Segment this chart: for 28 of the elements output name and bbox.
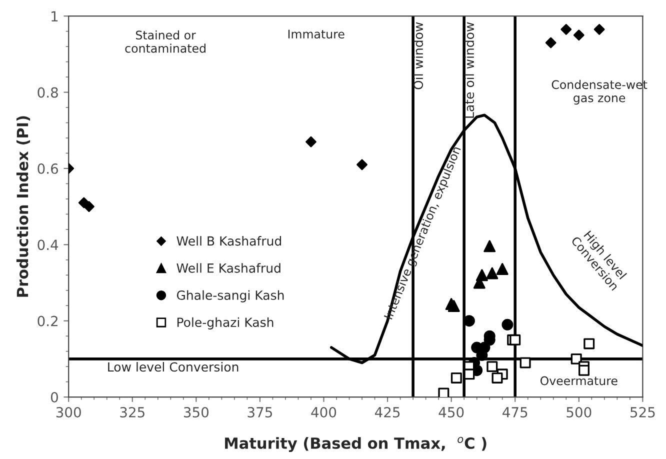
x-tick-label: 400 (311, 407, 336, 418)
x-axis-title: Maturity (Based on Tmax, $^{o}$C ) (225, 436, 486, 452)
x-tick-label: 300 (56, 407, 81, 418)
x-tick-label: 475 (502, 407, 528, 418)
annotation: Stained or contaminated (125, 30, 206, 53)
annotation: Immature (288, 30, 344, 39)
legend-label: Pole-ghazi Kash (177, 317, 274, 330)
y-tick-label: 0.6 (38, 163, 58, 174)
x-tick-label: 325 (120, 407, 144, 418)
ref-line-label: Oil window (413, 22, 424, 90)
y-tick-label: 1 (52, 11, 58, 22)
y-tick-label: 0.4 (38, 240, 58, 250)
x-tick-label: 525 (630, 407, 655, 418)
legend-label: Well E Kashafrud (176, 263, 280, 273)
y-axis-title: Production Index (PI) (16, 116, 30, 297)
annotation: Oveermature (540, 376, 618, 386)
x-tick-label: 500 (566, 407, 592, 418)
x-tick-label: 425 (374, 407, 400, 418)
ref-line-label: Late oil window (464, 22, 474, 118)
x-tick-label: 450 (438, 407, 464, 418)
y-tick-label: 0.2 (38, 316, 58, 326)
legend-label: Well B Kashafrud (176, 236, 282, 246)
y-tick-label: 0.8 (38, 87, 58, 98)
x-tick-label: 375 (248, 407, 272, 418)
ref-line-label: Low level Conversion (108, 362, 238, 372)
x-tick-label: 350 (184, 407, 209, 418)
legend-label: Ghale-sangi Kash (176, 290, 284, 302)
y-tick-label: 0 (50, 392, 58, 403)
